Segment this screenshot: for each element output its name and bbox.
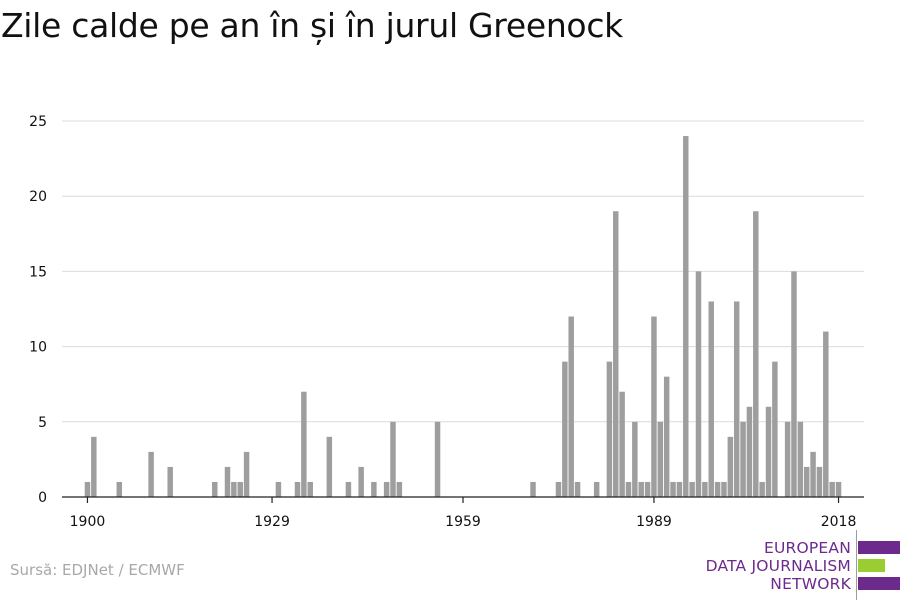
bar-2015[interactable] [816, 466, 823, 497]
bar-1945[interactable] [371, 481, 377, 497]
bar-1905[interactable] [116, 481, 123, 497]
bar-2000[interactable] [721, 481, 727, 497]
y-tick-label: 10 [29, 340, 47, 356]
bar-1900[interactable] [84, 481, 91, 497]
bar-2007[interactable] [765, 406, 772, 497]
bar-1938[interactable] [326, 436, 333, 497]
y-tick-label: 20 [29, 189, 47, 205]
bar-1975[interactable] [562, 361, 568, 497]
bar-2013[interactable] [803, 466, 810, 497]
bar-1930[interactable] [275, 481, 282, 497]
y-tick-label: 5 [38, 415, 47, 431]
edjnet-logo[interactable]: EUROPEAN DATA JOURNALISM NETWORK [700, 530, 900, 600]
x-tick-label: 1929 [254, 514, 290, 530]
x-tick-label: 1989 [636, 514, 672, 530]
bar-chart: 0 5 10 15 20 25 1900 1929 1959 1989 2018 [29, 114, 864, 530]
bar-1992[interactable] [670, 481, 676, 497]
bar-1910[interactable] [148, 451, 154, 497]
bar-1901[interactable] [91, 436, 97, 497]
bar-1941[interactable] [345, 481, 352, 497]
bar-1955[interactable] [434, 421, 441, 497]
bar-1924[interactable] [237, 481, 243, 497]
bar-1976[interactable] [568, 316, 574, 497]
bar-1913[interactable] [167, 466, 173, 497]
bar-1948[interactable] [390, 421, 396, 497]
bar-1996[interactable] [695, 271, 702, 497]
y-tick-label: 0 [38, 490, 47, 506]
bar-2002[interactable] [733, 301, 740, 497]
y-tick-label: 15 [29, 264, 47, 280]
bar-2014[interactable] [810, 451, 816, 497]
bar-2010[interactable] [784, 421, 791, 497]
bar-1922[interactable] [224, 466, 231, 497]
logo-line-1: EUROPEAN [763, 539, 851, 557]
gridlines [62, 120, 864, 423]
bar-1980[interactable] [593, 481, 600, 497]
bar-1988[interactable] [644, 481, 651, 497]
bar-2017[interactable] [829, 481, 835, 497]
bar-1983[interactable] [613, 211, 619, 498]
bar-1990[interactable] [657, 421, 664, 497]
bar-1925[interactable] [243, 451, 250, 497]
x-tick-label: 1900 [70, 514, 106, 530]
bar-1934[interactable] [301, 391, 307, 497]
bar-1984[interactable] [619, 391, 625, 497]
bar-2016[interactable] [823, 331, 829, 497]
source-note: Sursă: EDJNet / ECMWF [10, 561, 185, 579]
y-axis-ticks: 0 5 10 15 20 25 [29, 114, 47, 506]
bar-1998[interactable] [708, 301, 714, 497]
bar-2004[interactable] [746, 406, 753, 497]
bar-1943[interactable] [358, 466, 364, 497]
bar-1920[interactable] [212, 481, 218, 497]
bar-2005[interactable] [753, 211, 759, 498]
bar-2003[interactable] [740, 421, 746, 497]
bar-1989[interactable] [651, 316, 657, 497]
x-tick-label: 2018 [821, 514, 857, 530]
logo-bar-purple-top [858, 541, 900, 554]
bar-1995[interactable] [689, 481, 695, 497]
bar-1994[interactable] [683, 136, 689, 498]
bar-1977[interactable] [574, 481, 581, 497]
bar-1970[interactable] [530, 481, 536, 497]
bar-1949[interactable] [396, 481, 403, 497]
x-axis-ticks: 1900 1929 1959 1989 2018 [70, 497, 857, 530]
bar-1999[interactable] [714, 481, 721, 497]
bar-1933[interactable] [294, 481, 301, 497]
logo-separator [856, 530, 857, 600]
bars [84, 136, 842, 498]
bar-2012[interactable] [797, 421, 804, 497]
bar-1986[interactable] [632, 421, 638, 497]
bar-1974[interactable] [555, 481, 562, 497]
logo-bar-green [858, 559, 885, 572]
bar-2008[interactable] [772, 361, 778, 497]
chart-title: Zile calde pe an în și în jurul Greenock [1, 6, 623, 45]
bar-2006[interactable] [759, 481, 765, 497]
bar-2018[interactable] [835, 481, 842, 497]
bar-2011[interactable] [791, 271, 797, 497]
bar-1985[interactable] [625, 481, 632, 497]
bar-1923[interactable] [231, 481, 237, 497]
bar-1982[interactable] [606, 361, 613, 497]
bar-1947[interactable] [383, 481, 390, 497]
bar-2001[interactable] [727, 436, 734, 497]
bar-1991[interactable] [663, 376, 670, 497]
bar-1993[interactable] [676, 481, 683, 497]
y-tick-label: 25 [29, 114, 47, 130]
logo-line-3: NETWORK [770, 575, 851, 593]
x-tick-label: 1959 [445, 514, 481, 530]
bar-1935[interactable] [307, 481, 313, 497]
bar-1987[interactable] [638, 481, 644, 497]
logo-line-2: DATA JOURNALISM [705, 557, 851, 575]
bar-1997[interactable] [702, 481, 708, 497]
logo-bar-purple-bottom [858, 577, 900, 590]
